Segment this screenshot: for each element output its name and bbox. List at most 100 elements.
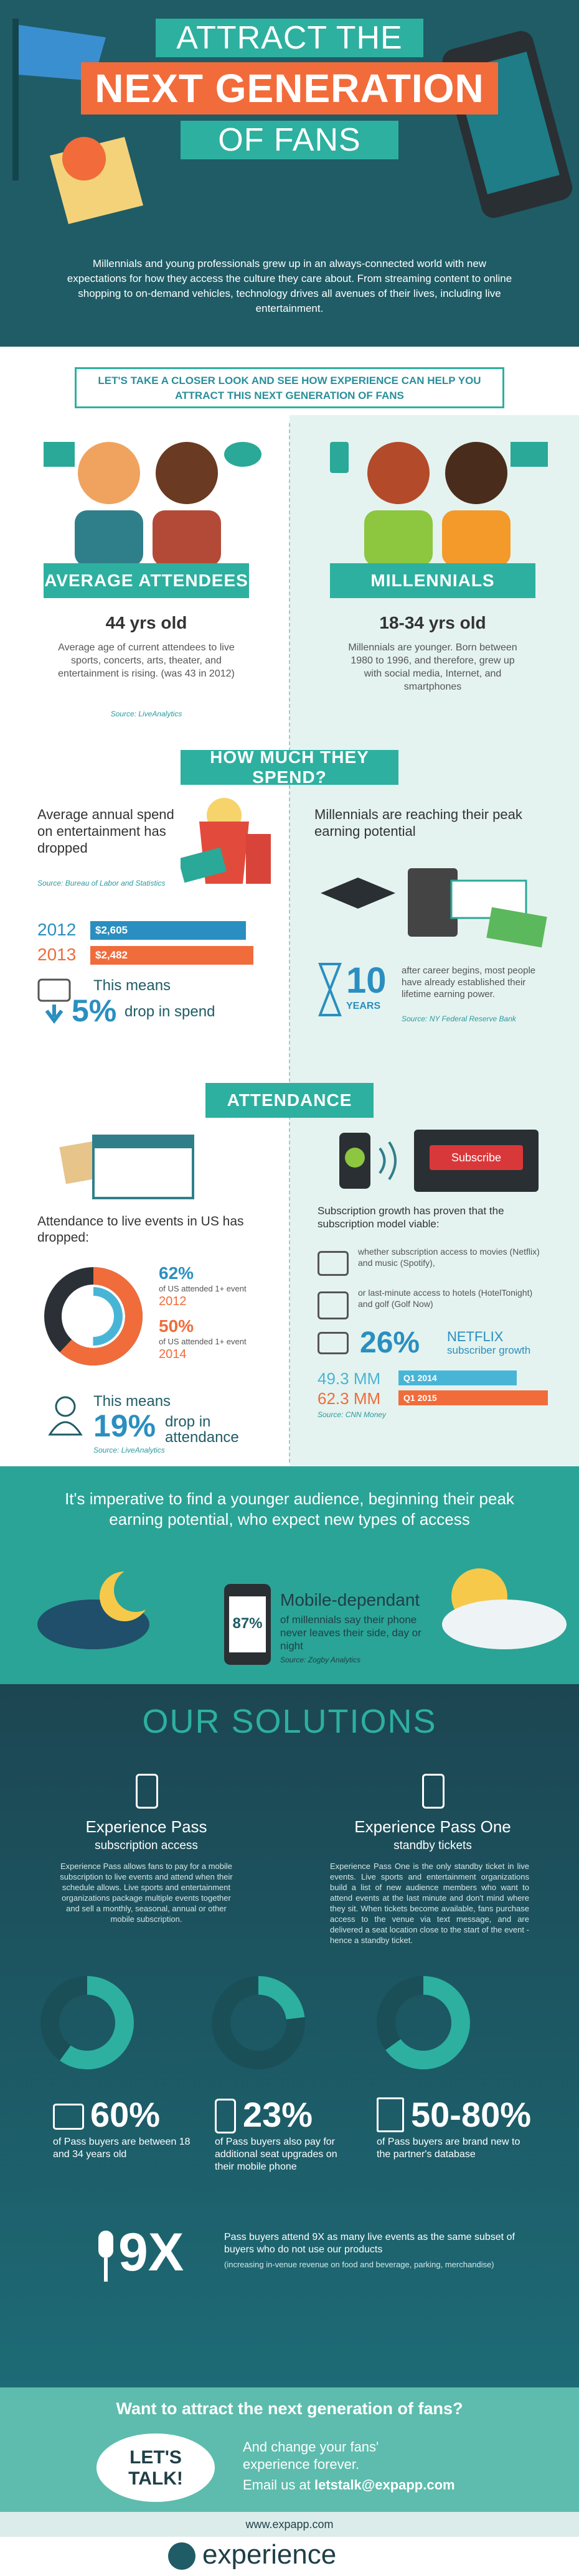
millennial-man-head <box>445 442 507 504</box>
stat-2012-value: 62% <box>159 1263 194 1283</box>
title-line-1: ATTRACT THE <box>156 19 423 57</box>
hourglass <box>318 963 342 1016</box>
title-line-3: OF FANS <box>181 121 398 159</box>
weather-illustration <box>37 1568 567 1649</box>
cta-email-prefix: Email us at <box>243 2477 311 2493</box>
intro-text: Millennials and young professionals grew… <box>67 258 512 314</box>
waves <box>379 1141 397 1181</box>
multiplier-note: (increasing in-venue revenue on food and… <box>224 2260 494 2269</box>
pass-subtitle: subscription access <box>95 1839 198 1852</box>
wallet-arrow <box>37 978 71 1024</box>
closer-look-banner: LET'S TAKE A CLOSER LOOK AND SEE HOW EXP… <box>75 367 504 408</box>
millennial-man-body <box>442 510 511 566</box>
mic-handle <box>104 2258 108 2282</box>
money <box>486 907 547 948</box>
stat-2012-year: 2012 <box>159 1295 187 1308</box>
donut-3 <box>377 1976 470 2069</box>
phone-value: 87% <box>229 1596 266 1652</box>
donut-1 <box>40 1976 134 2069</box>
attendance-left-text: Attendance to live events in US has drop… <box>37 1214 244 1245</box>
stat-1-value: 60% <box>90 2095 161 2134</box>
spend-drop-text: drop in spend <box>125 1003 215 1020</box>
mobile-title: Mobile-dependant <box>280 1590 420 1609</box>
stat-2014-value: 50% <box>159 1316 194 1336</box>
spend-amount-2012: $2,605 <box>90 921 246 940</box>
phone-check <box>339 1133 397 1189</box>
attendance-right-source: Source: CNN Money <box>318 1410 387 1419</box>
day-cloud <box>442 1599 567 1649</box>
icon-phone <box>330 442 349 473</box>
stat-2012-text: of US attended 1+ event <box>159 1284 247 1293</box>
item-2: or last-minute access to hotels (HotelTo… <box>358 1288 533 1309</box>
multiplier: 9X <box>118 2222 184 2282</box>
envelope-icon <box>62 137 106 180</box>
netflix-2014-label: Q1 2014 <box>398 1370 517 1385</box>
stat-2014-year: 2014 <box>159 1347 187 1361</box>
cta-email[interactable]: letstalk@expapp.com <box>314 2477 455 2493</box>
mobile-text: of millennials say their phone never lea… <box>280 1614 421 1652</box>
spend-year-2012: 2012 <box>37 920 77 939</box>
man-head <box>156 442 218 504</box>
mic-head <box>98 2231 113 2258</box>
cta-bubble: LET'S TALK! <box>96 2433 215 2502</box>
growth-value: 26% <box>360 1326 420 1359</box>
man-body <box>153 510 221 566</box>
calendar-icon <box>53 2104 84 2130</box>
stat-1-text: of Pass buyers are between 18 and 34 yea… <box>53 2137 191 2160</box>
solution-donuts <box>40 1976 470 2069</box>
attendance-heading: ATTENDANCE <box>205 1083 374 1118</box>
phone-stat-icon <box>215 2099 236 2133</box>
spend-amount-2013: $2,482 <box>90 946 253 965</box>
cta-email-line: Email us at letstalk@expapp.com <box>243 2477 455 2493</box>
calculator <box>408 868 458 937</box>
years-value: 10 <box>346 960 387 1001</box>
attendance-means: This means <box>93 1393 171 1410</box>
millennials-label: MILLENNIALS <box>330 563 535 598</box>
ticket <box>181 847 227 883</box>
pass-icon <box>136 1774 158 1809</box>
donut-2012 <box>44 1267 143 1365</box>
item-1: whether subscription access to movies (N… <box>358 1247 540 1268</box>
subscribe-button: Subscribe <box>430 1145 523 1170</box>
stat-2014-text: of US attended 1+ event <box>159 1337 247 1346</box>
multiplier-text: Pass buyers attend 9X as many live event… <box>224 2232 515 2255</box>
solutions-heading: OUR SOLUTIONS <box>142 1703 437 1740</box>
attendees-age: 44 yrs old <box>105 613 187 632</box>
down-arrow <box>45 1005 64 1024</box>
stat-2-text: of Pass buyers also pay for additional s… <box>215 2137 337 2172</box>
millennial-woman-body <box>364 510 433 566</box>
hourglass-shape <box>318 963 342 1016</box>
attendance-left-source: Source: LiveAnalytics <box>93 1446 165 1454</box>
footer-url[interactable]: www.expapp.com <box>0 2512 579 2537</box>
check-icon <box>345 1148 365 1168</box>
netflix-2015-label: Q1 2015 <box>398 1390 548 1405</box>
attendance-donut <box>44 1267 143 1365</box>
cta-line1: And change your fans' experience forever… <box>243 2439 379 2472</box>
person-icon <box>48 1396 83 1436</box>
moon-shadow <box>114 1568 158 1612</box>
popcorn-illustration <box>181 798 271 884</box>
icon-tv <box>511 442 548 467</box>
attendance-right-text: Subscription growth has proven that the … <box>318 1205 504 1230</box>
netflix-2014-value: 49.3 MM <box>318 1369 381 1388</box>
attendees-source: Source: LiveAnalytics <box>110 710 182 718</box>
woman-body <box>75 510 143 566</box>
pass-text: Experience Pass allows fans to pay for a… <box>60 1862 233 1924</box>
logo-text: experience <box>202 2539 337 2570</box>
database-icon <box>377 2097 404 2132</box>
person-head <box>55 1396 76 1417</box>
envelope-icon <box>318 1332 349 1354</box>
growth-name: NETFLIX <box>447 1329 504 1344</box>
cta-question: Want to attract the next generation of f… <box>116 2399 463 2418</box>
divider <box>289 423 290 1463</box>
attendance-drop-text: drop in attendance <box>165 1413 239 1446</box>
pass-one-icon <box>422 1774 445 1809</box>
calendar-top <box>93 1136 193 1148</box>
logo-icon <box>168 2542 195 2570</box>
grad-cap <box>321 878 395 909</box>
imperative-source: Source: Zogby Analytics <box>280 1656 360 1664</box>
tickets-illustration <box>59 1135 194 1199</box>
pass-one-text: Experience Pass One is the only standby … <box>330 1862 529 1945</box>
person-body <box>48 1421 83 1436</box>
